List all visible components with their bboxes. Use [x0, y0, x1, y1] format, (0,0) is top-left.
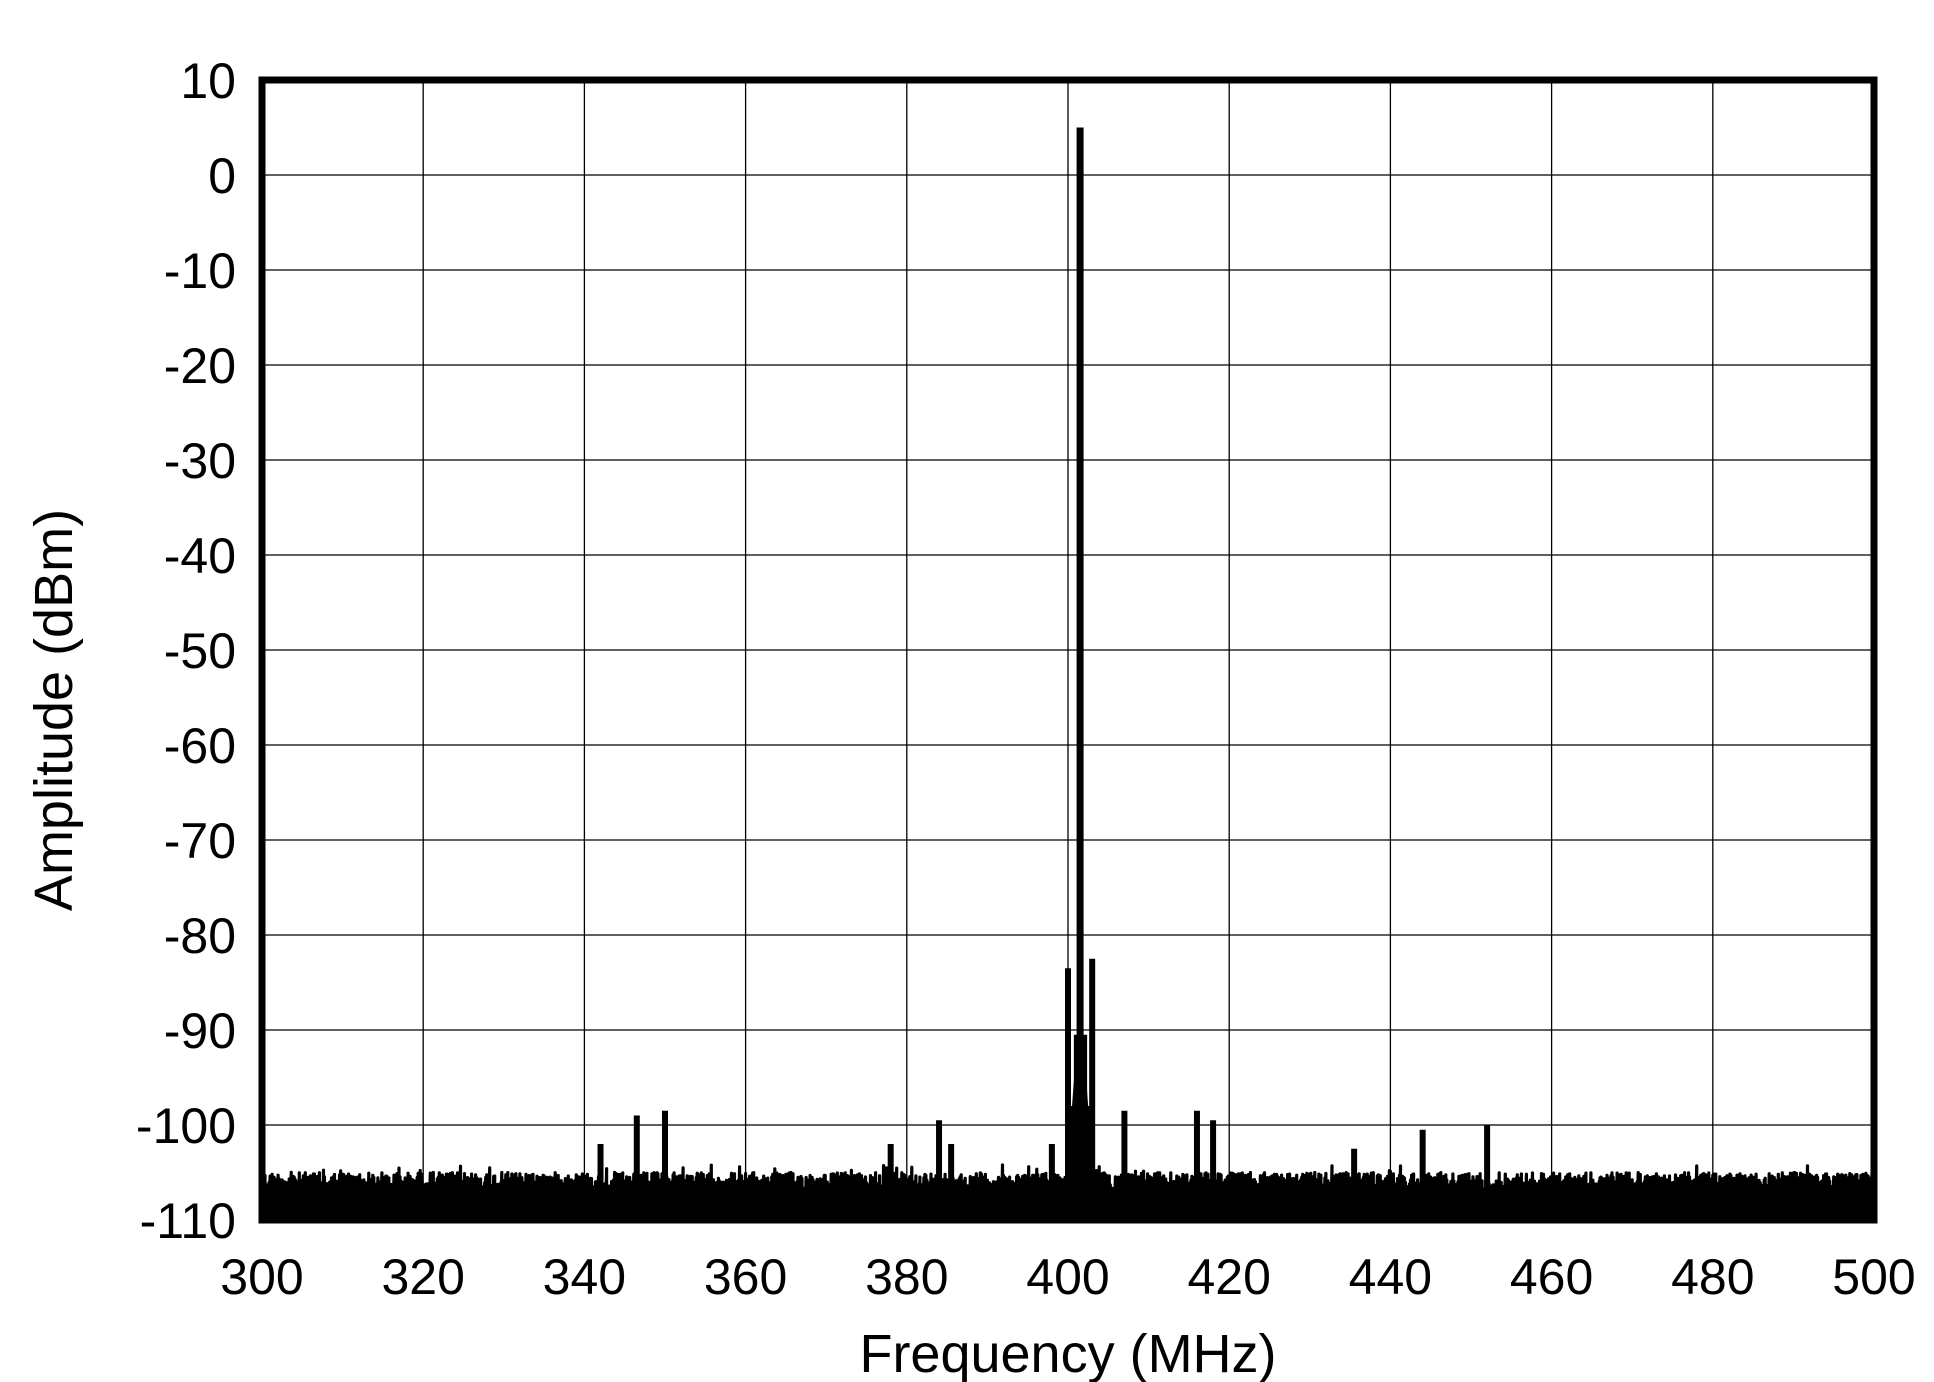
y-tick-label: -10: [164, 243, 236, 299]
x-tick-label: 480: [1671, 1249, 1754, 1305]
y-tick-label: -100: [136, 1098, 236, 1154]
y-tick-label: -60: [164, 718, 236, 774]
carrier-skirt: [1065, 1039, 1095, 1220]
spectrum-series: [260, 127, 1876, 1222]
x-tick-label: 380: [865, 1249, 948, 1305]
x-tick-label: 400: [1026, 1249, 1109, 1305]
y-tick-label: -40: [164, 528, 236, 584]
y-axis-title: Amplitude (dBm): [24, 509, 84, 911]
x-tick-label: 440: [1349, 1249, 1432, 1305]
x-tick-labels: 300 320 340 360 380 400 420 440 460 480 500: [220, 1249, 1915, 1305]
y-tick-label: -70: [164, 813, 236, 869]
y-tick-label: -90: [164, 1003, 236, 1059]
y-tick-label: -30: [164, 433, 236, 489]
x-tick-label: 340: [543, 1249, 626, 1305]
x-tick-label: 500: [1832, 1249, 1915, 1305]
y-tick-label: 0: [208, 148, 236, 204]
y-tick-label: -50: [164, 623, 236, 679]
x-tick-label: 460: [1510, 1249, 1593, 1305]
x-tick-label: 420: [1187, 1249, 1270, 1305]
x-tick-label: 320: [381, 1249, 464, 1305]
plot-frame: [258, 76, 1878, 1224]
y-tick-label: -80: [164, 908, 236, 964]
y-tick-label: -20: [164, 338, 236, 394]
x-tick-label: 360: [704, 1249, 787, 1305]
y-tick-label: -110: [140, 1193, 236, 1249]
y-tick-labels: 10 0 -10 -20 -30 -40 -50 -60 -70 -80 -90 -100 -110: [136, 53, 236, 1249]
x-tick-label: 300: [220, 1249, 303, 1305]
x-axis-title: Frequency (MHz): [859, 1324, 1276, 1382]
y-tick-label: 10: [180, 53, 236, 109]
